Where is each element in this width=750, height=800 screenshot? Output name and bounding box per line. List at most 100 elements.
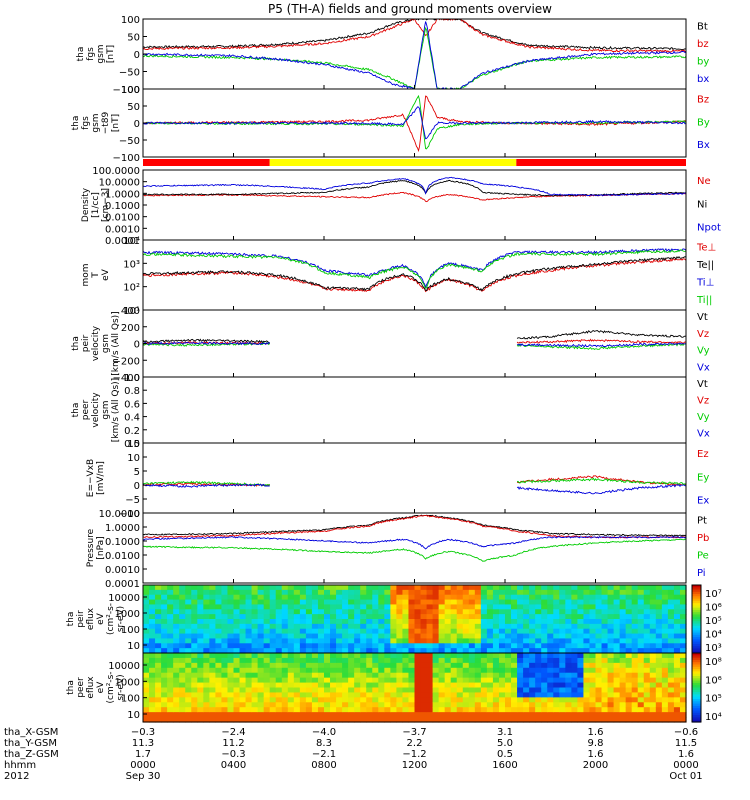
peir_eflux-cell bbox=[348, 623, 355, 630]
peir_eflux-cell bbox=[456, 585, 464, 591]
fgs_t89-series-bx-line bbox=[143, 106, 686, 140]
peir_eflux-cell bbox=[324, 633, 331, 640]
peer_velocity-ylabel-line: velocity bbox=[91, 392, 101, 428]
peir_eflux-cell bbox=[595, 648, 603, 654]
peer_eflux-cell bbox=[655, 687, 663, 694]
peer_eflux-cell bbox=[275, 672, 283, 679]
peir_eflux-cell bbox=[625, 604, 633, 610]
peir_eflux-cell bbox=[155, 585, 162, 591]
peir_eflux-cell bbox=[649, 633, 657, 640]
peer_eflux-cell bbox=[450, 657, 458, 664]
peer_eflux-cell bbox=[486, 707, 494, 713]
peir_eflux-cell bbox=[547, 604, 554, 610]
peir_eflux-cell bbox=[637, 628, 645, 635]
peir_eflux-cell bbox=[408, 623, 416, 630]
peir_eflux-cell bbox=[161, 604, 168, 610]
peir_eflux-cell bbox=[474, 619, 482, 625]
peer_eflux-cell bbox=[426, 657, 434, 664]
peir_eflux-cell bbox=[155, 623, 162, 630]
peir_eflux-cell bbox=[239, 623, 247, 630]
peer_eflux-cell bbox=[143, 682, 150, 689]
peir_eflux-cell bbox=[486, 643, 494, 649]
peir_eflux-cell bbox=[161, 638, 168, 644]
peir_eflux-cell bbox=[456, 643, 464, 649]
peer_eflux-cell bbox=[179, 702, 186, 708]
peer_eflux-cell bbox=[215, 677, 223, 684]
efield-ylabel-line: [mV/m] bbox=[96, 461, 106, 495]
peer_eflux-cell bbox=[384, 667, 391, 674]
peer_eflux-cell bbox=[354, 692, 361, 698]
peer_eflux-cell bbox=[281, 677, 289, 684]
peer_eflux-cell bbox=[565, 692, 572, 698]
peir_eflux-cell bbox=[631, 638, 639, 644]
peir_eflux-cell bbox=[547, 614, 554, 620]
peir_eflux-cell bbox=[354, 623, 361, 630]
peir_eflux-cell bbox=[595, 594, 603, 601]
peir_eflux-cell bbox=[384, 585, 391, 591]
density-ylabel-line: [1/cc] bbox=[91, 192, 101, 218]
peir_eflux-cell bbox=[348, 585, 355, 591]
peir_eflux-cell bbox=[227, 619, 235, 625]
peer_eflux-cell bbox=[239, 692, 247, 698]
peir_eflux-cell bbox=[378, 643, 385, 649]
peer_eflux-cell bbox=[661, 672, 669, 679]
peer_eflux-cell bbox=[143, 667, 150, 674]
peer_eflux-cell bbox=[209, 662, 216, 669]
peer_eflux-cell bbox=[595, 677, 603, 684]
peer_eflux-cell bbox=[245, 697, 253, 703]
peer_eflux-cell bbox=[245, 682, 253, 689]
peir_velocity-series-vx-line bbox=[143, 341, 270, 346]
peer_eflux-cell bbox=[492, 657, 500, 664]
peer_eflux-cell bbox=[305, 653, 313, 659]
mode-segment bbox=[143, 159, 270, 166]
peir_eflux-cell bbox=[498, 594, 506, 601]
panel-mode-bar bbox=[143, 159, 686, 166]
peer_eflux-cell bbox=[535, 657, 542, 664]
peer_eflux-cell bbox=[667, 697, 675, 703]
peer_eflux-cell bbox=[366, 692, 373, 698]
peir_eflux-cell bbox=[402, 614, 410, 620]
peer_eflux-cell bbox=[498, 667, 506, 674]
peer_eflux-cell bbox=[426, 702, 434, 708]
peir_eflux-cell bbox=[203, 619, 210, 625]
peer_eflux-cell bbox=[372, 667, 379, 674]
peir_eflux-cell bbox=[456, 623, 464, 630]
peer_eflux-cell bbox=[402, 667, 410, 674]
xaxis-tick-value: 5.0 bbox=[497, 738, 513, 749]
peir_eflux-cell bbox=[366, 643, 373, 649]
peer_eflux-cell bbox=[366, 707, 373, 713]
peir_eflux-cell bbox=[673, 643, 681, 649]
efield-ytick-label: 5 bbox=[134, 467, 140, 478]
peer_eflux-cell bbox=[414, 717, 422, 723]
peir_eflux-cell bbox=[655, 628, 663, 635]
peer_eflux-cell bbox=[215, 702, 223, 708]
peer_eflux-cell bbox=[631, 697, 639, 703]
fgs-legend-bt: Bt bbox=[697, 22, 708, 33]
peir_eflux-cell bbox=[197, 633, 204, 640]
peir_eflux-cell bbox=[167, 599, 174, 606]
peir_eflux-cell bbox=[613, 599, 621, 606]
peer_eflux-cell bbox=[311, 692, 319, 698]
peer_eflux-cell bbox=[336, 702, 343, 708]
peir_eflux-cell bbox=[492, 619, 500, 625]
peir_velocity-ylabel-line: gsm bbox=[101, 334, 111, 353]
peer_eflux-cell bbox=[462, 667, 470, 674]
peir_eflux-cell bbox=[673, 589, 681, 596]
peir_eflux-cell bbox=[209, 585, 216, 591]
peer_eflux-cell bbox=[149, 697, 156, 703]
pressure-series-pe-line bbox=[143, 538, 686, 562]
peir_eflux-cell bbox=[667, 599, 675, 606]
peer_eflux-cell bbox=[197, 717, 204, 723]
peer_eflux-cell bbox=[601, 672, 609, 679]
density-ytick-label: 0.1000 bbox=[105, 201, 140, 212]
peir_eflux-cell bbox=[505, 643, 512, 649]
peir_eflux-cell bbox=[498, 638, 506, 644]
density-ytick-label: 100.0000 bbox=[92, 166, 140, 177]
peer_eflux-cell bbox=[637, 687, 645, 694]
peer_eflux-cell bbox=[426, 653, 434, 659]
peer_eflux-cell bbox=[420, 677, 428, 684]
peir_eflux-cell bbox=[456, 609, 464, 615]
temperature-ylabel-line: T bbox=[91, 272, 101, 279]
peer_eflux-cell bbox=[227, 712, 235, 718]
peir_eflux-cell bbox=[281, 594, 289, 601]
